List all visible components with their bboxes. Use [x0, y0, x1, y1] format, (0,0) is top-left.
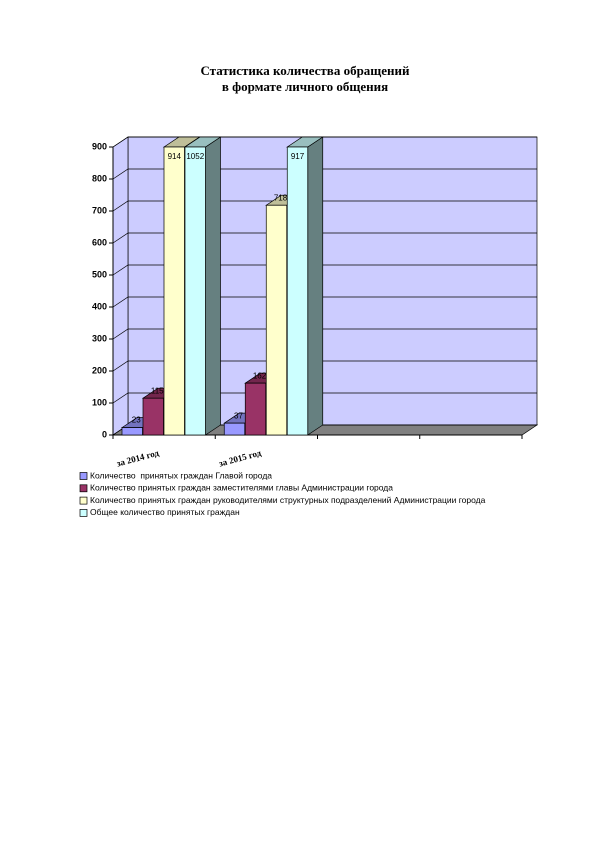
bar-front — [265, 204, 288, 436]
grid-line — [112, 392, 537, 404]
y-tick-label: 600 — [92, 237, 107, 247]
y-tick-label: 400 — [92, 301, 107, 311]
grid-line — [112, 168, 537, 180]
grid-line — [112, 264, 537, 276]
bar-front — [286, 146, 309, 436]
bar-front — [184, 146, 206, 436]
legend-label: Количество принятых граждан заместителям… — [90, 483, 393, 493]
bar-side — [307, 136, 324, 436]
y-tick-label: 500 — [92, 269, 107, 279]
bar — [183, 136, 222, 436]
chart-title: Статистика количества обращений — [200, 63, 410, 78]
bar-side — [205, 136, 221, 436]
data-label: 718 — [274, 193, 288, 202]
grid-line — [112, 232, 537, 244]
y-tick-label: 900 — [92, 141, 107, 151]
y-tick-label: 800 — [92, 173, 107, 183]
grid-line — [112, 296, 537, 308]
y-tick-label: 700 — [92, 205, 107, 215]
y-tick-label: 100 — [92, 397, 107, 407]
grid-line — [112, 360, 537, 372]
legend-label: Количество принятых граждан руководителя… — [90, 495, 486, 505]
bar-front — [163, 146, 185, 436]
legend-swatch — [79, 484, 88, 493]
data-label: 1052 — [186, 152, 204, 161]
chart-subtitle: в формате личного общения — [222, 79, 388, 94]
bar-front — [142, 397, 164, 436]
bar-front — [244, 382, 267, 436]
data-label: 162 — [253, 371, 267, 380]
y-tick-label: 300 — [92, 333, 107, 343]
legend-swatch — [79, 472, 88, 480]
grid-line — [112, 136, 537, 148]
y-tick-label: 0 — [102, 429, 107, 439]
grid-line — [112, 200, 537, 212]
legend-label: Общее количество принятых граждан — [90, 507, 240, 517]
legend-swatch — [79, 496, 88, 505]
data-label: 37 — [234, 411, 243, 420]
legend-label: Количество принятых граждан Главой город… — [90, 470, 272, 480]
data-label: 23 — [132, 416, 141, 425]
bar-front — [121, 427, 143, 436]
data-label: 914 — [168, 152, 182, 161]
legend-swatch — [79, 509, 88, 517]
data-label: 917 — [291, 152, 305, 161]
grid-line — [112, 328, 537, 340]
side-wall — [112, 136, 129, 436]
bar — [286, 136, 324, 436]
y-tick-label: 200 — [92, 365, 107, 375]
bar-front — [223, 422, 246, 436]
data-label: 115 — [151, 386, 164, 395]
